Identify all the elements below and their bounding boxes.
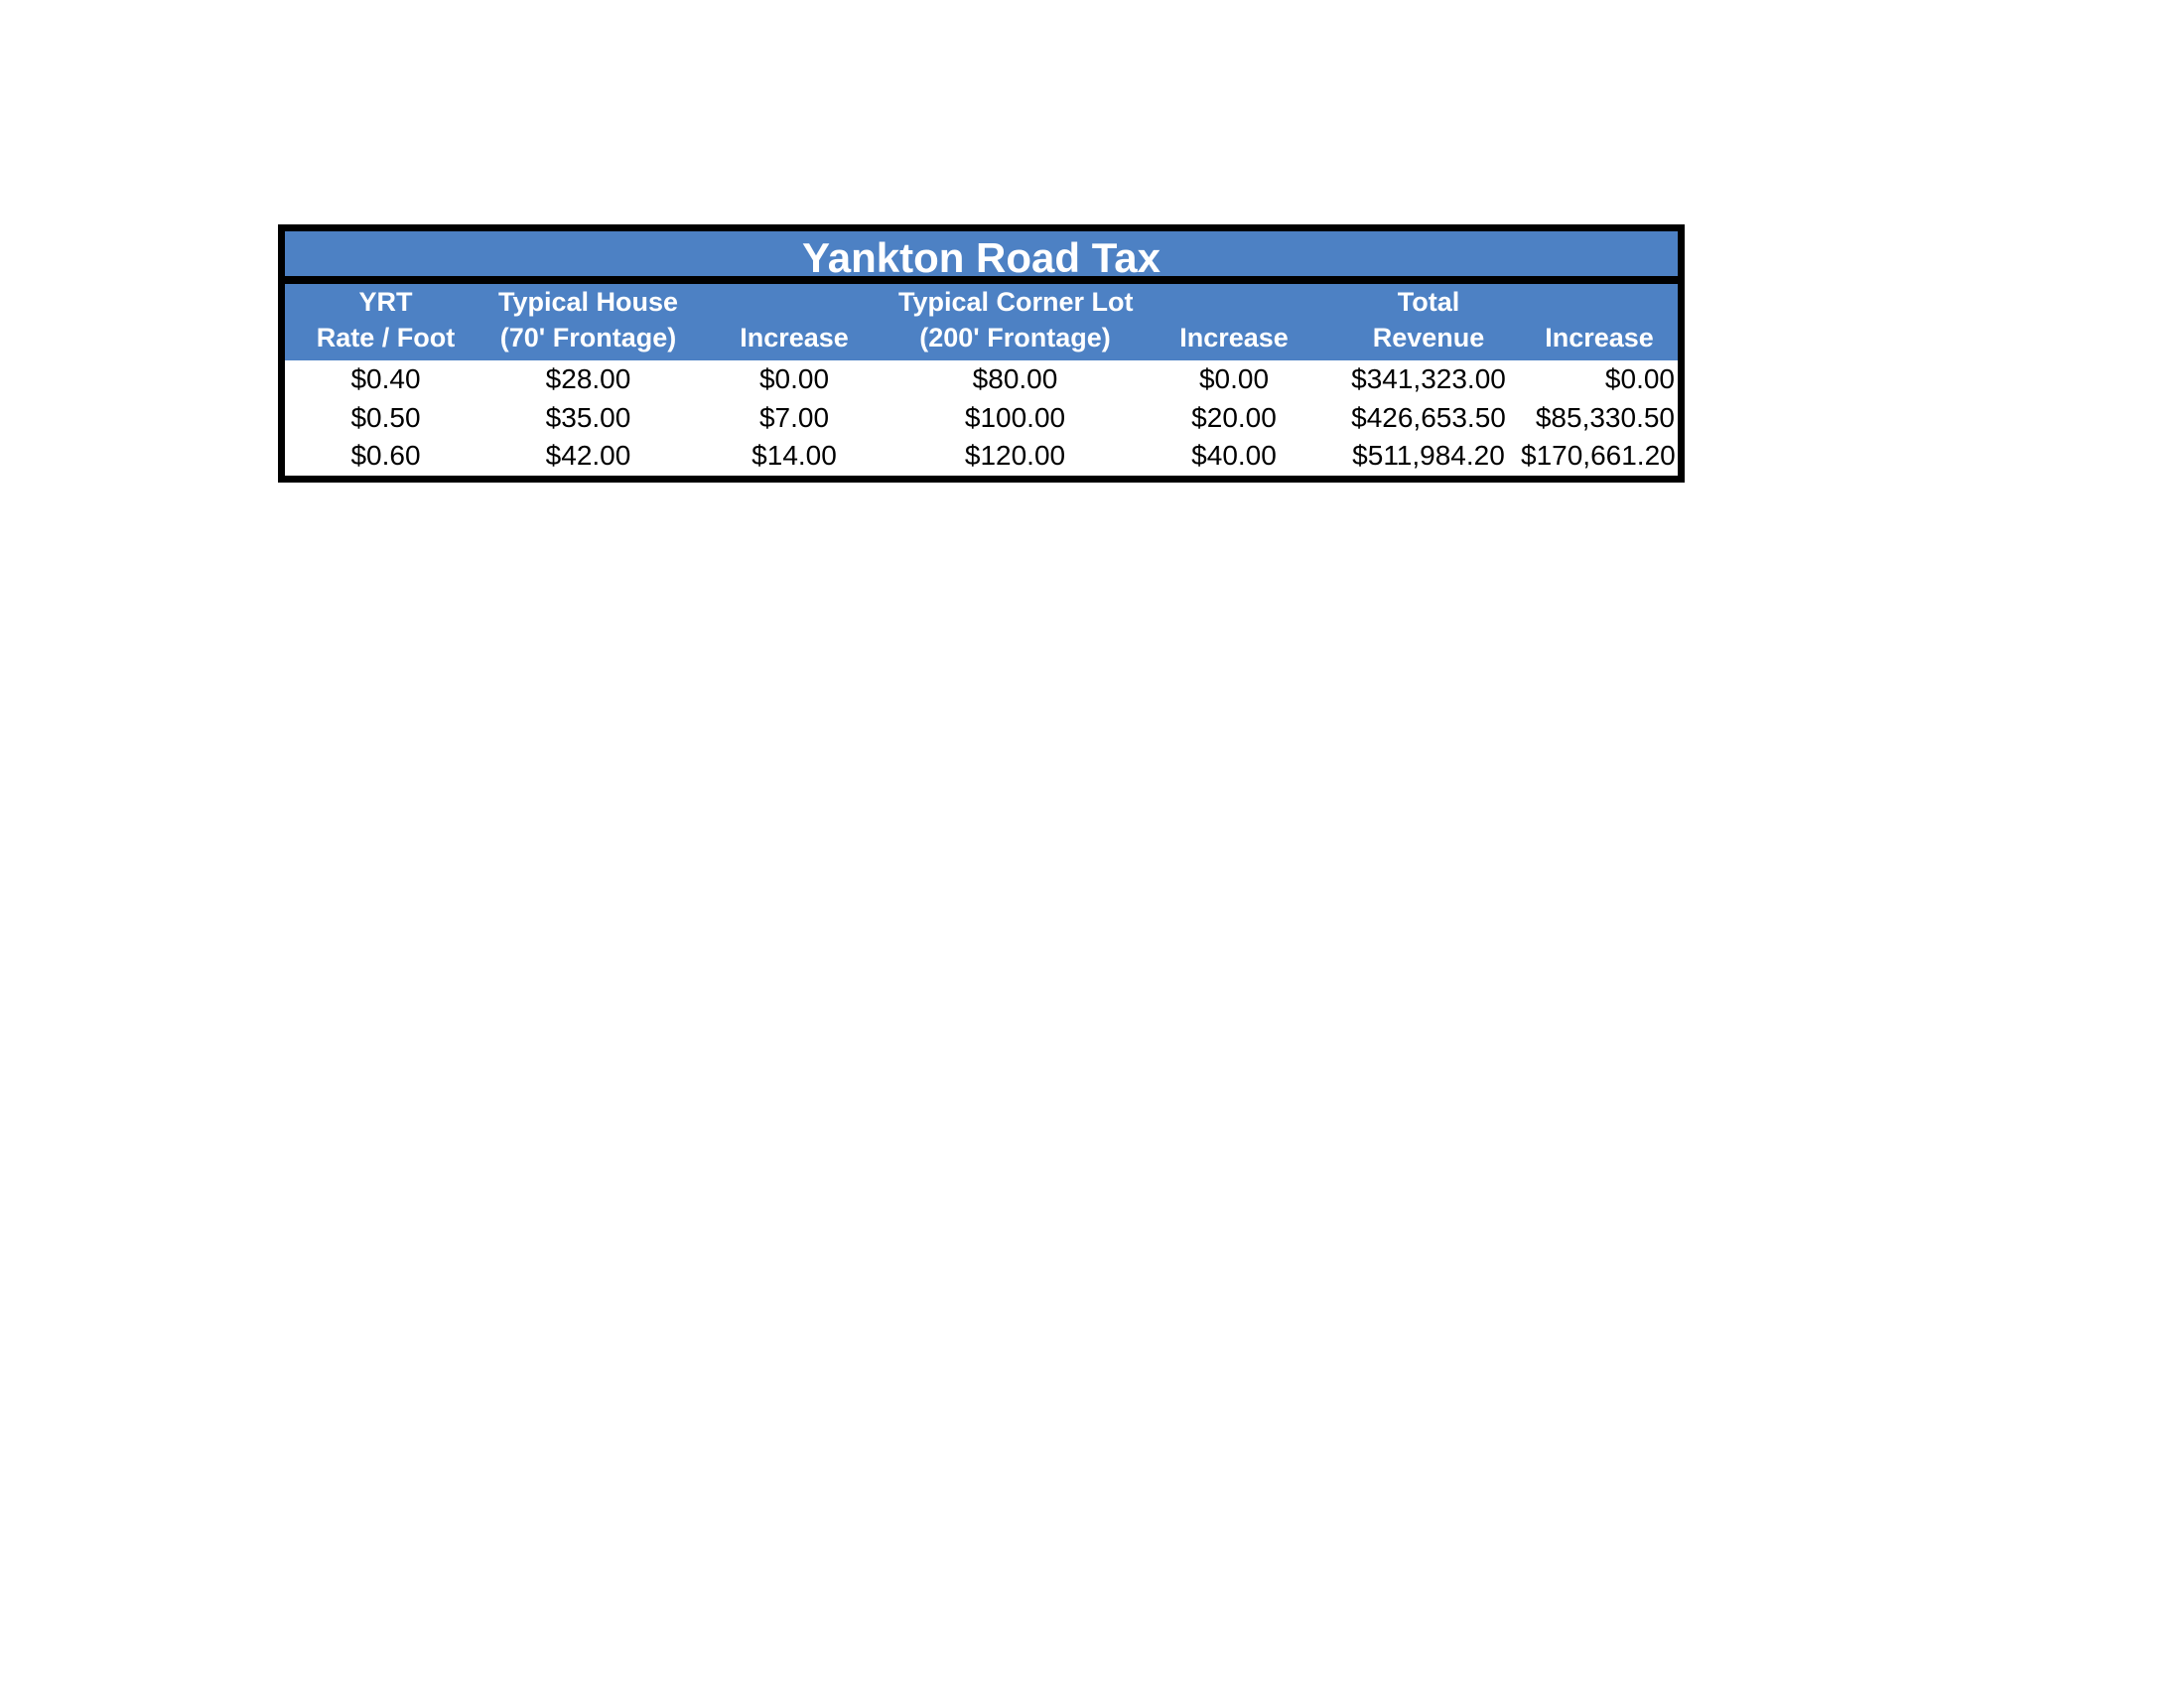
- table-cell: $14.00: [751, 440, 837, 472]
- table-cell: $120.00: [964, 440, 1066, 472]
- table-body: $0.40 $28.00 $0.00 $80.00 $0.00 $341,323…: [285, 360, 1678, 476]
- table-cell: $341,323.00: [1351, 363, 1506, 395]
- column-header-line2: Revenue: [1372, 323, 1485, 352]
- table-cell: $7.00: [758, 401, 830, 433]
- table-cell: $85,330.50: [1535, 401, 1675, 433]
- column-header-line2: Increase: [1545, 323, 1654, 352]
- column-header-line1: [1132, 284, 1336, 320]
- column-header-revenue-increase: Increase: [1521, 284, 1678, 360]
- column-header-total-revenue: Total Revenue: [1336, 284, 1521, 360]
- table-cell: $0.00: [1604, 363, 1675, 395]
- table-row: $0.40 $28.00 $0.00 $80.00 $0.00 $341,323…: [285, 360, 1678, 399]
- column-header-line2: Rate / Foot: [316, 323, 456, 352]
- column-header-corner-increase: Increase: [1132, 284, 1336, 360]
- table-cell: $0.60: [350, 440, 421, 472]
- column-header-corner-lot: Typical Corner Lot (200' Frontage): [898, 284, 1134, 360]
- column-header-line2: Increase: [740, 323, 849, 352]
- column-header-line1: Typical House: [497, 287, 679, 317]
- table-title: Yankton Road Tax: [285, 231, 1678, 284]
- table-cell: $35.00: [545, 401, 631, 433]
- column-header-line1: YRT: [358, 287, 413, 317]
- table-cell: $20.00: [1191, 401, 1277, 433]
- column-header-line1: [1521, 284, 1678, 320]
- table-cell: $28.00: [545, 363, 631, 395]
- column-header-line2: Increase: [1179, 323, 1289, 352]
- road-tax-table: Yankton Road Tax YRT Rate / Foot Typical…: [278, 224, 1685, 483]
- column-header-line1: Total: [1397, 287, 1460, 317]
- table-cell: $0.00: [758, 363, 830, 395]
- column-header-line2: (200' Frontage): [919, 323, 1111, 352]
- table-cell: $0.00: [1198, 363, 1270, 395]
- table-cell: $0.50: [350, 401, 421, 433]
- column-header-house-increase: Increase: [690, 284, 898, 360]
- column-header-line1: [690, 284, 898, 320]
- table-cell: $511,984.20: [1352, 440, 1505, 472]
- table-cell: $426,653.50: [1351, 401, 1506, 433]
- table-cell: $42.00: [545, 440, 631, 472]
- column-header-line2: (70' Frontage): [499, 323, 677, 352]
- table-cell: $0.40: [350, 363, 421, 395]
- column-header-typical-house: Typical House (70' Frontage): [486, 284, 690, 360]
- column-header-line1: Typical Corner Lot: [898, 287, 1134, 317]
- table-cell: $80.00: [972, 363, 1058, 395]
- table-header-row: YRT Rate / Foot Typical House (70' Front…: [285, 284, 1678, 360]
- table-cell: $100.00: [964, 401, 1066, 433]
- column-header-yrt-rate: YRT Rate / Foot: [285, 284, 486, 360]
- table-cell: $40.00: [1191, 440, 1277, 472]
- table-row: $0.50 $35.00 $7.00 $100.00 $20.00 $426,6…: [285, 398, 1678, 438]
- table-cell: $170,661.20: [1521, 440, 1676, 472]
- table-row: $0.60 $42.00 $14.00 $120.00 $40.00 $511,…: [285, 437, 1678, 476]
